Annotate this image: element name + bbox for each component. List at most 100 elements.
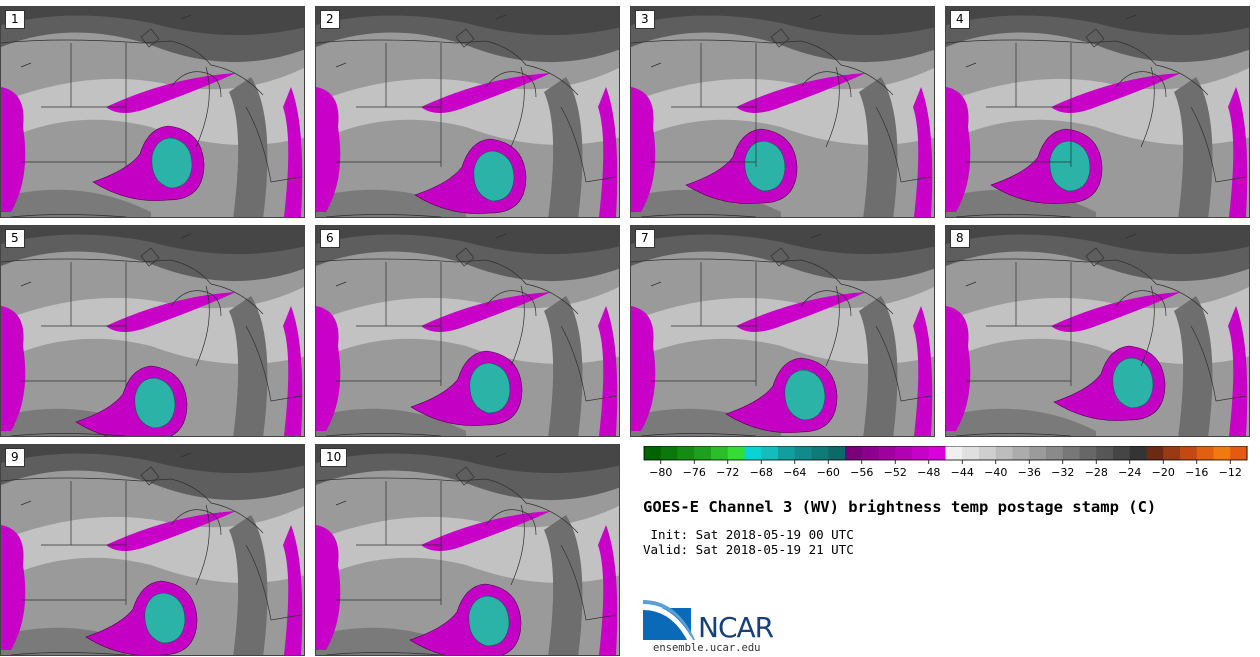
colorbar-tick-label: −72 — [716, 466, 739, 479]
colorbar-cell — [928, 446, 947, 460]
colorbar-cell — [794, 446, 813, 460]
stamp-panel-5[interactable]: 5 — [0, 225, 305, 437]
colorbar-cell — [778, 446, 796, 460]
init-time: Init: Sat 2018-05-19 00 UTC — [643, 527, 854, 542]
dry-slot — [544, 77, 583, 217]
colorbar-frame — [643, 446, 1248, 461]
colorbar-cell — [845, 446, 863, 460]
stamp-panel-3[interactable]: 3 — [630, 6, 935, 218]
colorbar-cell — [1230, 446, 1248, 460]
border-line — [325, 481, 442, 655]
stamp-panel-6[interactable]: 6 — [315, 225, 620, 437]
border-line — [10, 481, 127, 655]
coldest-top-region — [144, 592, 186, 644]
border-line — [640, 262, 757, 436]
dry-slot — [946, 408, 1096, 436]
cold-cloud-region — [106, 292, 236, 332]
border-line — [10, 262, 127, 436]
colorbar-tick-label: −40 — [984, 466, 1007, 479]
colorbar-tick-label: −20 — [1152, 466, 1175, 479]
colorbar: −80 −76 −72 −68 −64 −60 −56 −52 −48 −44 −40 −36 −32−… — [643, 446, 1248, 479]
colorbar-tick-label: −64 — [783, 466, 806, 479]
stamp-panel-9[interactable]: 9 — [0, 444, 305, 656]
border-line — [800, 285, 932, 402]
colorbar-cell — [878, 446, 896, 460]
stamp-panel-4[interactable]: 4 — [945, 6, 1250, 218]
wv-map — [631, 226, 934, 436]
border-line — [316, 258, 579, 315]
colorbar-tick-label: −24 — [1118, 466, 1141, 479]
panel-number: 6 — [320, 229, 340, 248]
dry-band — [316, 445, 619, 474]
cold-cloud-region — [736, 73, 866, 113]
colorbar-cell — [744, 446, 762, 460]
stamp-panel-10[interactable]: 10 — [315, 444, 620, 656]
colorbar-cell — [945, 446, 963, 460]
border-line — [485, 66, 617, 183]
colorbar-cell — [1029, 446, 1047, 460]
colorbar-tick-label: −44 — [951, 466, 974, 479]
border-line — [1, 258, 264, 315]
cold-cloud-region — [421, 73, 551, 113]
colorbar-cell — [1012, 446, 1030, 460]
colorbar-cell — [962, 446, 980, 460]
colorbar-tick-label: −12 — [1219, 466, 1242, 479]
colorbar-cell — [711, 446, 729, 460]
cold-cloud-region — [283, 306, 303, 436]
cold-cloud-region — [598, 525, 618, 655]
border-line — [335, 233, 507, 287]
cold-cloud-region — [1051, 73, 1181, 113]
colorbar-tick-label: −52 — [884, 466, 907, 479]
panel-number: 3 — [635, 10, 655, 29]
colorbar-cell — [1213, 446, 1231, 460]
colorbar-cell — [811, 446, 829, 460]
stamp-panel-1[interactable]: 1 — [0, 6, 305, 218]
border-line — [955, 43, 1072, 217]
wv-map — [631, 7, 934, 217]
cold-cloud-region — [598, 87, 618, 217]
colorbar-cell — [677, 446, 695, 460]
cold-cloud-region — [106, 73, 236, 113]
stamp-panel-2[interactable]: 2 — [315, 6, 620, 218]
colorbar-cell — [1062, 446, 1081, 460]
colorbar-cell — [1046, 446, 1064, 460]
logo-url: ensemble.ucar.edu — [653, 642, 761, 654]
colorbar-tick-label: −60 — [817, 466, 840, 479]
stamp-panel-7[interactable]: 7 — [630, 225, 935, 437]
cold-cloud-region — [946, 87, 971, 212]
dry-slot — [631, 189, 781, 217]
cold-cloud-region — [421, 292, 551, 332]
border-line — [946, 258, 1209, 315]
page-title: GOES-E Channel 3 (WV) brightness temp po… — [643, 498, 1157, 516]
border-line — [965, 14, 1137, 68]
cold-cloud-region — [631, 87, 656, 212]
wv-map — [316, 7, 619, 217]
colorbar-cell — [694, 446, 712, 460]
stamp-panel-8[interactable]: 8 — [945, 225, 1250, 437]
colorbar-tick-label: −48 — [917, 466, 940, 479]
colorbar-tick-label: −76 — [683, 466, 706, 479]
colorbar-cell — [912, 446, 930, 460]
dry-slot — [859, 296, 898, 436]
colorbar-cell — [1180, 446, 1198, 460]
cold-cloud-region — [598, 306, 618, 436]
cold-cloud-region — [631, 306, 656, 431]
dry-slot — [229, 515, 268, 655]
border-line — [20, 233, 192, 287]
border-line — [20, 14, 192, 68]
border-line — [965, 233, 1137, 287]
cold-cloud-region — [316, 87, 341, 212]
cold-cloud-region — [1228, 306, 1248, 436]
cold-cloud-region — [316, 525, 341, 650]
dry-band — [631, 7, 934, 36]
wv-map — [316, 445, 619, 655]
dry-band — [1, 445, 304, 474]
cold-cloud-region — [736, 292, 866, 332]
wv-map — [1, 445, 304, 655]
border-line — [316, 477, 579, 534]
border-line — [170, 285, 302, 402]
border-line — [955, 262, 1072, 436]
dry-slot — [544, 296, 583, 436]
colorbar-cell — [1196, 446, 1215, 460]
border-line — [170, 66, 302, 183]
